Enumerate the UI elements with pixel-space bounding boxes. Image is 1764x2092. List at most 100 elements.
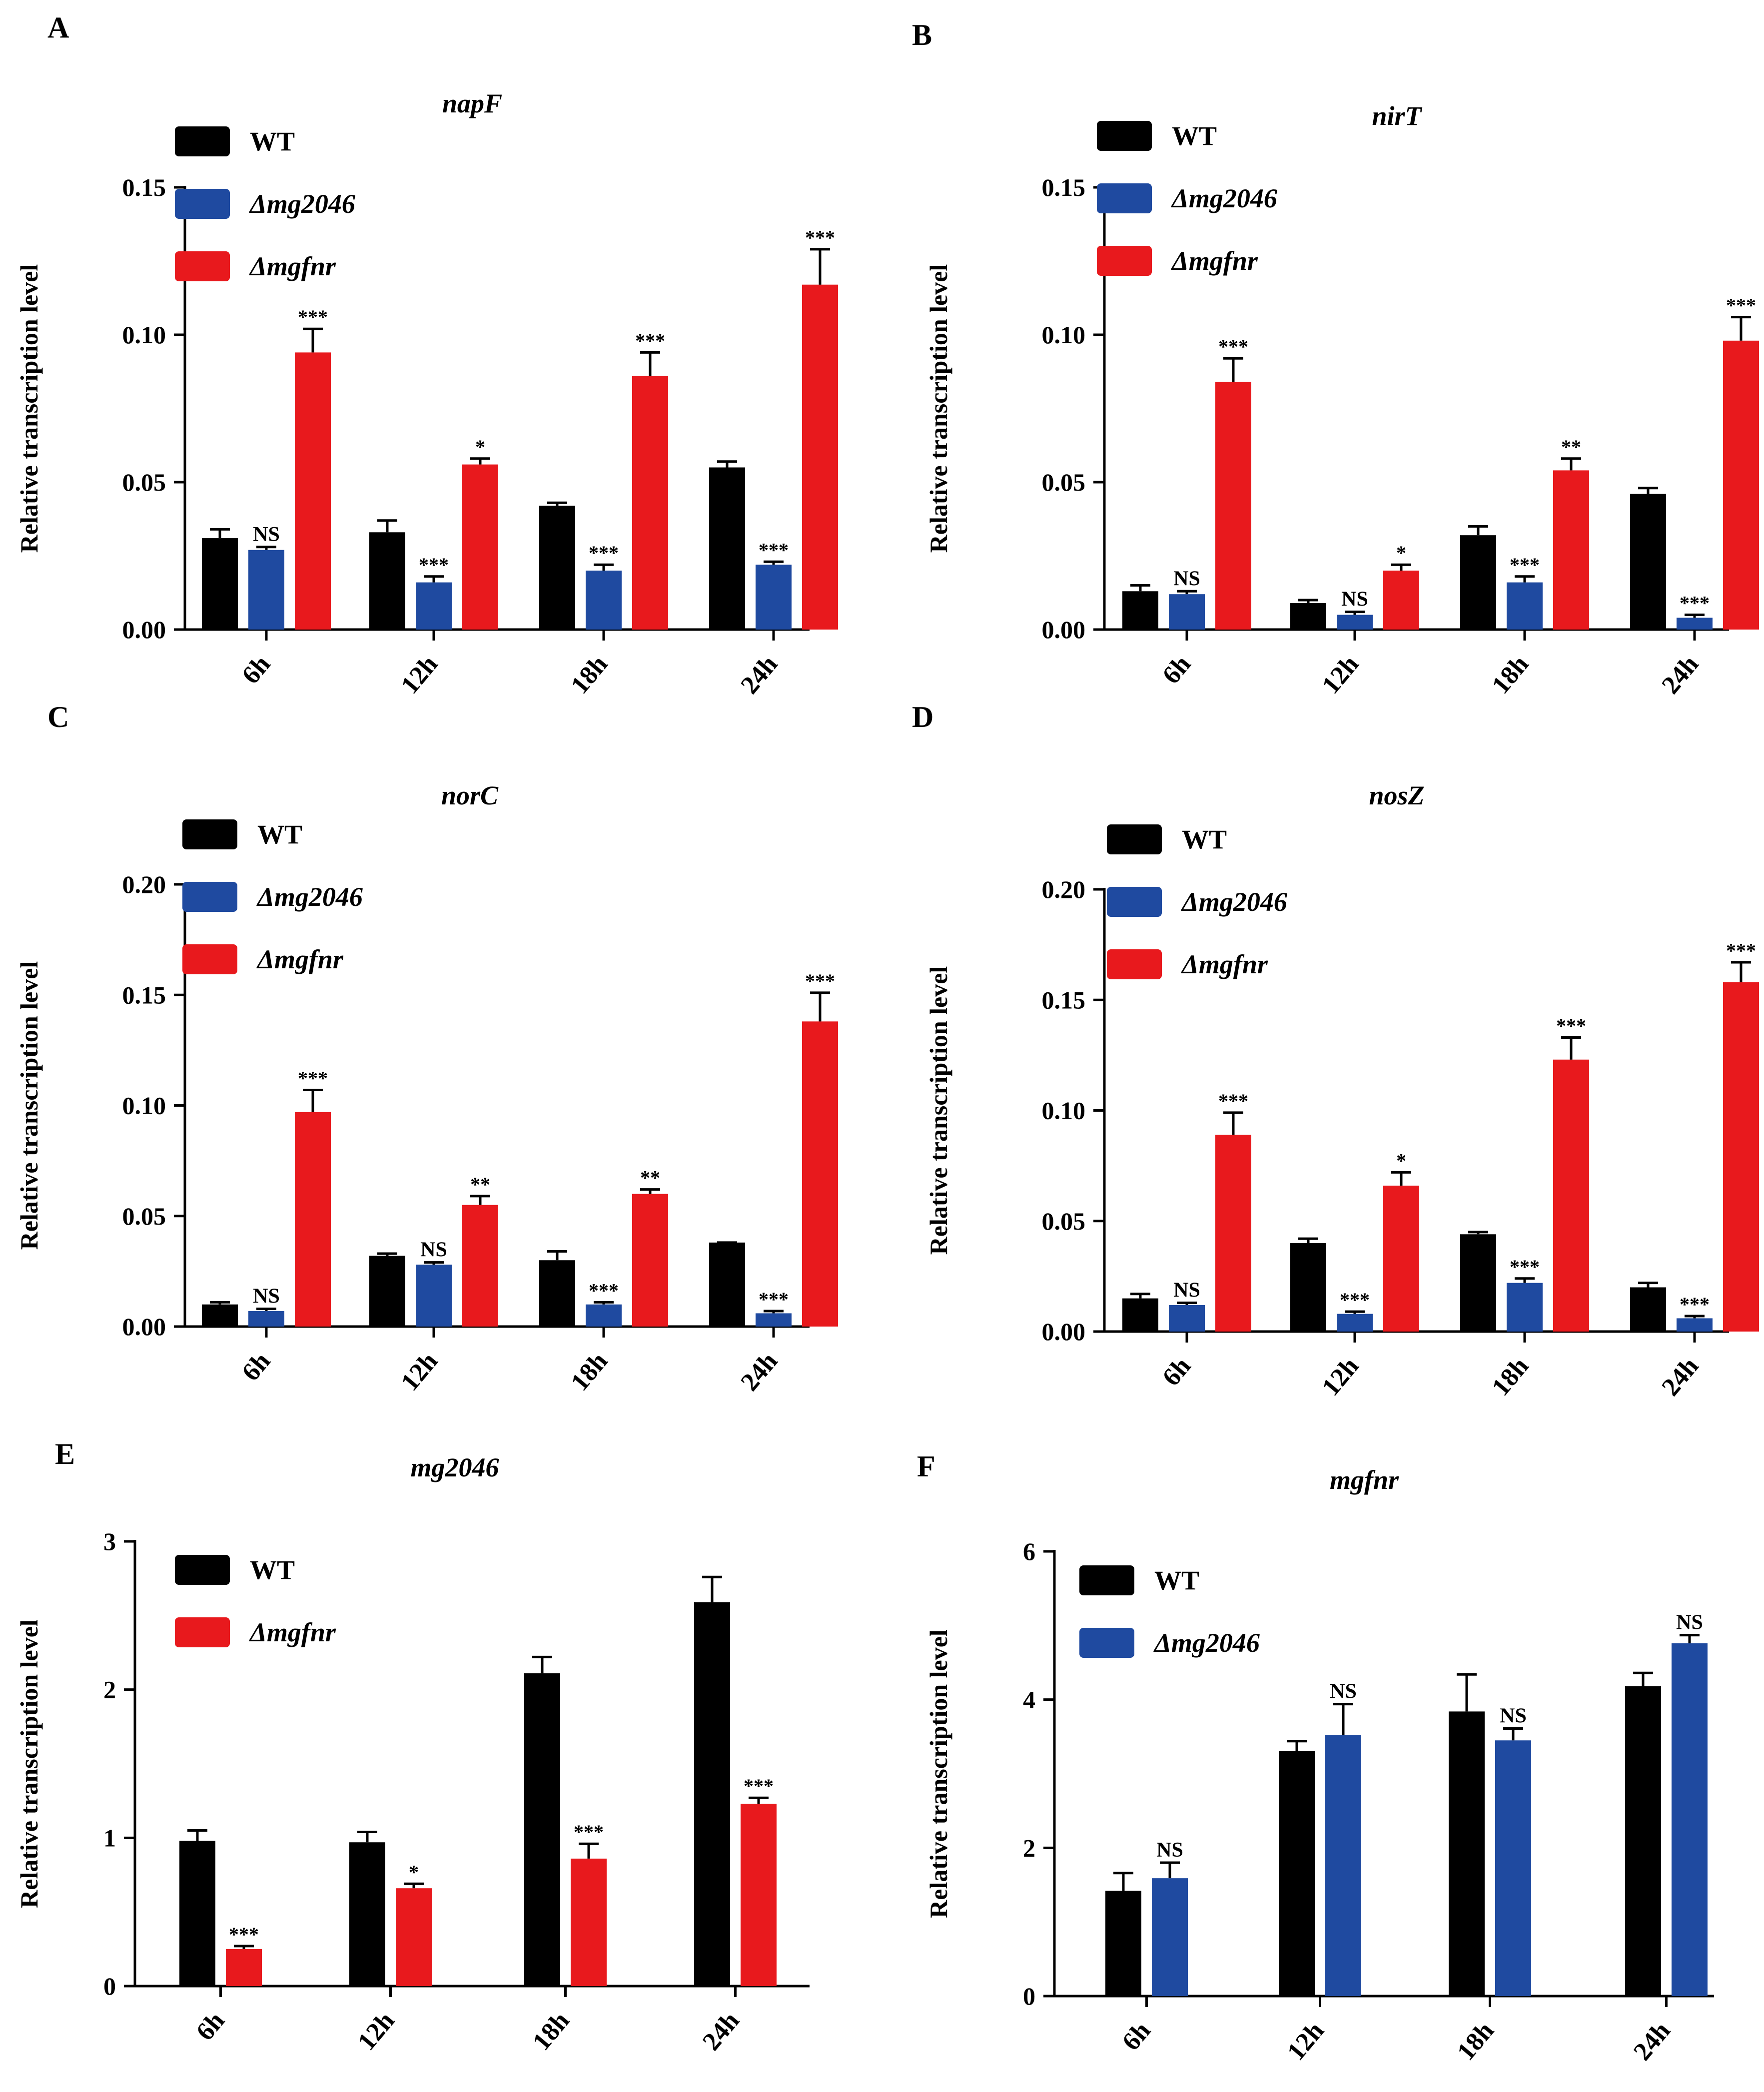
bar	[1337, 615, 1373, 630]
significance-label: ***	[589, 542, 619, 564]
chart-title: nirT	[1372, 101, 1422, 131]
y-axis-label: Relative transcription level	[15, 1619, 43, 1908]
bar	[741, 1804, 777, 1986]
bar	[709, 467, 745, 630]
bar	[295, 1112, 331, 1327]
bar	[802, 284, 838, 630]
x-tick-label: 24h	[697, 2007, 745, 2056]
x-tick-label: 18h	[527, 2007, 575, 2056]
bar	[1383, 571, 1419, 630]
bar	[1152, 1878, 1188, 1996]
y-tick-label: 0.05	[122, 1202, 166, 1230]
y-tick-label: 0.05	[1042, 1207, 1086, 1235]
bar	[1325, 1735, 1361, 1996]
x-tick-label: 6h	[236, 650, 276, 690]
bar	[1122, 591, 1158, 630]
significance-label: ***	[1510, 554, 1540, 576]
significance-label: NS	[253, 523, 280, 546]
legend-label: Δmgfnr	[249, 251, 336, 281]
y-axis-label: Relative transcription level	[15, 264, 43, 553]
significance-label: ***	[419, 554, 449, 576]
bar	[416, 1265, 452, 1327]
legend-label: Δmg2046	[256, 882, 363, 912]
x-tick-label: 12h	[1317, 1352, 1365, 1401]
significance-label: ***	[1510, 1256, 1540, 1278]
bar	[1630, 1287, 1666, 1332]
y-axis-label: Relative transcription level	[924, 966, 952, 1255]
x-tick-label: 24h	[1657, 650, 1705, 699]
bar	[709, 1242, 745, 1327]
x-tick-label: 6h	[1157, 650, 1196, 690]
legend-swatch	[182, 819, 237, 849]
x-tick-label: 18h	[1487, 1352, 1535, 1401]
x-tick-label: 18h	[566, 650, 614, 699]
bar	[1553, 1059, 1589, 1332]
bar	[202, 538, 238, 630]
chart-title: mg2046	[410, 1452, 499, 1482]
y-tick-label: 2	[103, 1676, 116, 1704]
significance-label: NS	[1500, 1705, 1527, 1728]
y-tick-label: 2	[1023, 1834, 1035, 1862]
y-tick-label: 4	[1023, 1686, 1035, 1714]
significance-label: ***	[1218, 1090, 1248, 1112]
bar	[1677, 1318, 1713, 1332]
significance-label: ***	[298, 306, 328, 328]
x-tick-label: 18h	[1487, 650, 1535, 699]
legend-swatch	[175, 1555, 230, 1585]
bar	[756, 1313, 792, 1327]
y-tick-label: 0.15	[122, 173, 166, 201]
bar	[1383, 1185, 1419, 1332]
bar	[1122, 1298, 1158, 1332]
panel-letter: E	[55, 1437, 75, 1470]
y-tick-label: 1	[103, 1824, 116, 1852]
bar	[248, 1311, 284, 1327]
y-axis-label: Relative transcription level	[924, 1629, 952, 1918]
y-tick-label: 0.05	[1042, 468, 1086, 496]
x-tick-label: 24h	[736, 1347, 784, 1396]
bar	[756, 565, 792, 630]
bar	[248, 550, 284, 630]
significance-label: *	[1396, 1149, 1406, 1172]
significance-label: NS	[1341, 588, 1368, 611]
significance-label: ***	[805, 970, 835, 992]
bar	[295, 352, 331, 630]
legend-label: WT	[1154, 1565, 1199, 1595]
y-tick-label: 0.15	[1042, 986, 1086, 1014]
x-tick-label: 6h	[191, 2007, 230, 2046]
significance-label: ***	[805, 226, 835, 249]
bar	[586, 571, 622, 630]
bar	[1630, 494, 1666, 630]
bar	[1460, 1234, 1496, 1332]
bar	[369, 532, 405, 630]
x-tick-label: 12h	[352, 2007, 400, 2056]
bar	[349, 1842, 385, 1986]
bar	[202, 1304, 238, 1327]
significance-label: NS	[1676, 1611, 1703, 1634]
bar	[179, 1841, 215, 1986]
significance-label: ***	[635, 329, 665, 352]
bar	[1105, 1891, 1141, 1996]
bar	[1460, 535, 1496, 630]
legend-swatch	[182, 944, 237, 974]
bar	[1723, 340, 1759, 630]
bar	[1723, 982, 1759, 1332]
panel-letter: C	[47, 700, 69, 733]
bar	[1290, 603, 1326, 630]
significance-label: **	[640, 1167, 660, 1189]
significance-label: **	[470, 1173, 490, 1196]
significance-label: *	[1396, 542, 1406, 564]
legend-label: Δmg2046	[1153, 1628, 1260, 1658]
bar	[1169, 594, 1205, 630]
x-tick-label: 12h	[1282, 2017, 1330, 2066]
significance-label: NS	[1173, 567, 1200, 590]
significance-label: ***	[1726, 939, 1756, 962]
bar	[571, 1858, 607, 1986]
bar	[226, 1949, 262, 1986]
bar	[396, 1888, 432, 1986]
bar	[586, 1304, 622, 1327]
chart-title: mgfnr	[1330, 1465, 1399, 1495]
